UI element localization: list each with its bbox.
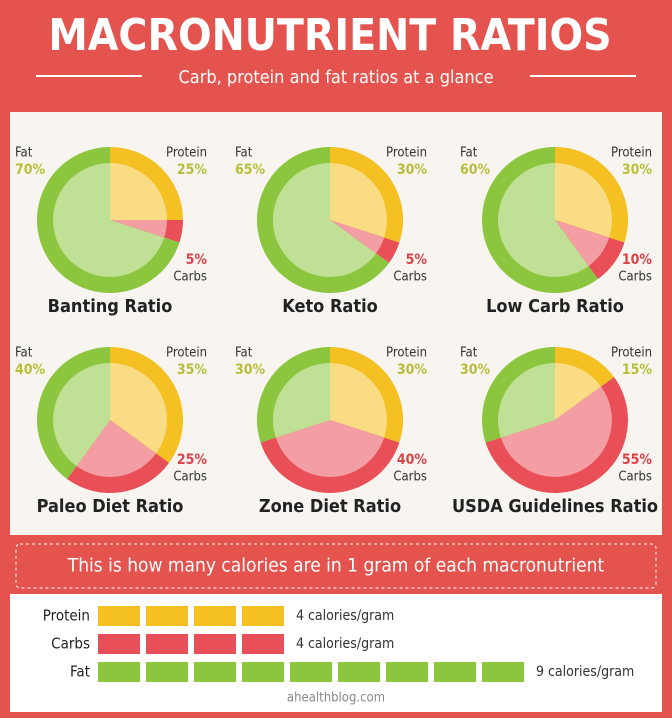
category-label: Carbs <box>618 270 652 285</box>
value-label: 30% <box>235 362 266 378</box>
category-label: Fat <box>460 346 478 361</box>
value-label: 35% <box>177 362 208 378</box>
category-label: Carbs <box>393 270 427 285</box>
slice-inner <box>275 420 385 477</box>
slice-inner <box>330 363 387 438</box>
unit-block <box>146 662 188 682</box>
slice-inner <box>53 163 165 277</box>
slice-inner <box>500 386 612 477</box>
chart-title: USDA Guidelines Ratio <box>452 496 658 517</box>
category-label: Fat <box>235 346 253 361</box>
value-label: 40% <box>15 362 46 378</box>
chart-title: Keto Ratio <box>282 296 378 317</box>
unit-bar <box>98 662 524 682</box>
unit-block <box>98 634 140 654</box>
category-label: Protein <box>43 607 90 625</box>
category-label: Carbs <box>618 470 652 485</box>
unit-block <box>338 662 380 682</box>
category-label: Carbs <box>173 470 207 485</box>
title: MACRONUTRIENT RATIOS <box>48 10 611 61</box>
value-label: 9 calories/gram <box>536 664 634 680</box>
banner <box>15 543 657 589</box>
category-label: Carbs <box>173 270 207 285</box>
unit-block <box>194 662 236 682</box>
category-label: Protein <box>166 146 207 161</box>
slice-inner <box>110 163 167 220</box>
slice-inner <box>110 220 167 238</box>
unit-block <box>146 634 188 654</box>
slice-inner <box>498 363 555 438</box>
slice-inner <box>555 163 612 238</box>
value-label: 70% <box>15 162 46 178</box>
unit-block <box>98 662 140 682</box>
slice-inner <box>273 163 377 277</box>
unit-block <box>194 634 236 654</box>
category-label: Fat <box>460 146 478 161</box>
category-label: Protein <box>611 146 652 161</box>
slice-inner <box>330 163 387 238</box>
value-label: 30% <box>397 162 428 178</box>
chart-title: Banting Ratio <box>48 296 173 317</box>
category-label: Protein <box>611 346 652 361</box>
value-label: 25% <box>177 162 208 178</box>
unit-block <box>242 634 284 654</box>
unit-block <box>434 662 476 682</box>
value-label: 55% <box>622 452 653 468</box>
slice-inner <box>555 363 602 420</box>
slice-inner <box>273 363 330 438</box>
slice-inner <box>76 420 157 477</box>
value-label: 25% <box>177 452 208 468</box>
slice-inner <box>330 220 385 254</box>
category-label: Fat <box>70 663 90 681</box>
unit-block <box>194 606 236 626</box>
slice-inner <box>110 363 167 454</box>
unit-block <box>242 662 284 682</box>
category-label: Fat <box>15 146 33 161</box>
unit-block <box>290 662 332 682</box>
category-label: Protein <box>386 146 427 161</box>
unit-bar <box>98 606 284 626</box>
value-label: 30% <box>622 162 653 178</box>
value-label: 10% <box>622 252 653 268</box>
category-label: Protein <box>386 346 427 361</box>
category-label: Carbs <box>51 635 90 653</box>
value-label: 4 calories/gram <box>296 636 394 652</box>
value-label: 15% <box>622 362 653 378</box>
unit-block <box>242 606 284 626</box>
unit-block <box>386 662 428 682</box>
value-label: 5% <box>406 252 428 268</box>
value-label: 30% <box>460 362 491 378</box>
category-label: Fat <box>235 146 253 161</box>
value-label: 65% <box>235 162 266 178</box>
footer: ahealthblog.com <box>287 691 385 706</box>
category-label: Protein <box>166 346 207 361</box>
unit-block <box>98 606 140 626</box>
slice-inner <box>498 163 589 277</box>
category-label: Fat <box>15 346 33 361</box>
unit-bar <box>98 634 284 654</box>
slice-inner <box>53 363 110 467</box>
slice-inner <box>555 220 610 267</box>
value-label: 60% <box>460 162 491 178</box>
value-label: 40% <box>397 452 428 468</box>
category-label: Carbs <box>393 470 427 485</box>
value-label: 30% <box>397 362 428 378</box>
value-label: 5% <box>186 252 208 268</box>
chart-title: Zone Diet Ratio <box>259 496 401 517</box>
unit-block <box>482 662 524 682</box>
subtitle: Carb, protein and fat ratios at a glance <box>178 67 493 88</box>
banner-text: This is how many calories are in 1 gram … <box>67 555 605 577</box>
chart-title: Paleo Diet Ratio <box>37 496 184 517</box>
value-label: 4 calories/gram <box>296 608 394 624</box>
chart-title: Low Carb Ratio <box>486 296 624 317</box>
unit-block <box>146 606 188 626</box>
